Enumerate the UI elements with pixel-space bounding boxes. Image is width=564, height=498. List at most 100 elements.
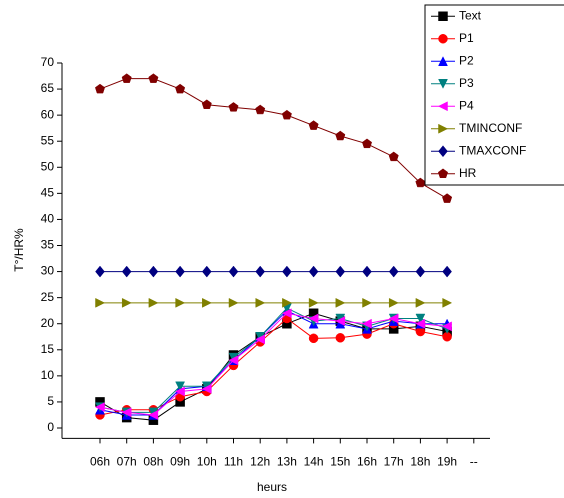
data-point [415,318,426,329]
data-point [362,297,373,308]
y-tick-label: 20 [41,316,55,330]
data-point [121,73,132,83]
data-point [335,333,346,343]
data-point [308,120,319,130]
data-point [175,386,185,397]
data-point [308,297,319,308]
legend-label: P2 [459,53,474,67]
legend-marker [437,168,449,179]
data-point [308,333,319,344]
legend-label: P4 [459,98,474,112]
data-point [95,297,106,308]
data-point [282,265,292,278]
data-point [282,297,292,308]
data-point [335,265,346,278]
y-tick-label: 15 [41,342,55,356]
data-point [121,407,132,418]
data-point [148,410,159,420]
data-point [415,313,426,324]
data-point [388,297,399,308]
x-tick-label: 16h [357,455,377,469]
data-point [255,104,266,115]
x-tick-label: 14h [304,455,324,469]
data-point [175,297,186,308]
data-point [442,265,452,278]
legend-label: Text [459,8,482,22]
legend-marker [438,145,448,158]
data-point [228,102,239,112]
legend-marker [438,56,448,66]
data-point [148,265,159,278]
x-tick-label: 07h [117,455,137,469]
x-tick-label: 08h [143,455,163,469]
data-point [442,297,453,308]
legend-marker [438,79,448,89]
y-tick-label: 35 [41,238,55,252]
data-point [228,265,239,278]
y-tick-label: 70 [41,55,55,69]
data-point [442,321,452,332]
x-tick-label: 18h [410,455,430,469]
x-tick-label: 17h [384,455,404,469]
data-point [94,402,105,413]
data-point [388,313,399,324]
legend-marker [438,123,449,134]
x-tick-label: 10h [197,455,217,469]
data-point [415,297,426,308]
data-point [335,130,346,141]
y-tick-label: 50 [41,159,55,173]
data-point [255,334,265,345]
legend-marker [437,101,448,112]
y-tick-label: 0 [47,420,54,434]
legend-marker [438,34,448,44]
y-tick-label: 25 [41,290,55,304]
legend-box [424,4,564,186]
legend-label: TMINCONF [459,121,522,135]
x-tick-label: 09h [170,455,190,469]
data-point [281,109,292,120]
y-tick-label: 5 [47,394,54,408]
data-point [281,308,292,319]
data-point [228,355,239,366]
data-point [388,151,399,162]
y-tick-label: 10 [41,368,55,382]
data-point [94,83,106,94]
data-point [361,318,372,329]
data-point [175,265,185,278]
legend-label: P3 [459,76,474,90]
data-point [228,297,239,308]
data-point [415,177,426,188]
x-tick-label: 12h [250,455,270,469]
data-point [255,297,266,308]
data-point [175,381,186,392]
data-point [442,193,453,203]
x-axis-label: heurs [257,480,287,494]
legend-label: P1 [459,31,474,45]
data-point [148,297,159,308]
data-point [335,297,346,308]
data-point [255,265,266,278]
data-point [121,297,132,308]
data-point [148,73,159,83]
data-point [201,99,212,109]
y-tick-label: 45 [41,186,55,200]
x-tick-label: 06h [90,455,110,469]
y-tick-label: 65 [41,81,55,95]
x-tick-label: -- [470,455,478,469]
series-line [99,78,448,200]
data-point [415,265,426,278]
data-point [201,383,212,394]
y-tick-label: 40 [41,212,55,226]
x-tick-label: 19h [437,455,457,469]
legend-marker [438,11,448,21]
data-point [121,265,132,278]
x-tick-label: 13h [277,455,297,469]
data-point [335,316,346,327]
data-point [201,265,212,278]
y-tick-label: 30 [41,264,55,278]
x-tick-label: 11h [224,455,243,469]
y-tick-label: 60 [41,107,55,121]
x-tick-label: 15h [330,455,350,469]
y-tick-label: 55 [41,133,55,147]
